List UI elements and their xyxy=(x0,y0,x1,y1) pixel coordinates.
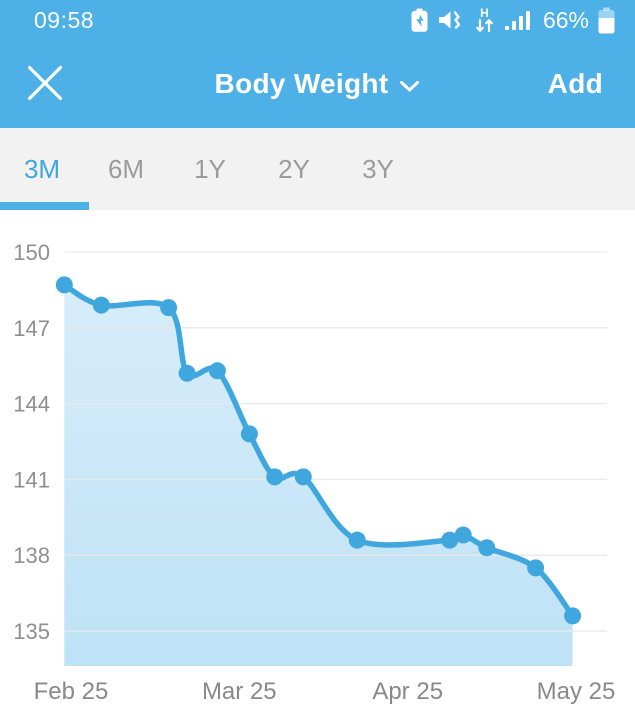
tab-6m-label: 6M xyxy=(107,153,145,184)
x-axis-tick-label: Apr 25 xyxy=(372,678,443,705)
tab-1y-label: 1Y xyxy=(194,153,226,184)
status-icons: H 66% xyxy=(411,7,615,34)
active-tab-underline xyxy=(0,202,89,210)
tab-3m-label: 3M xyxy=(23,153,61,184)
data-point[interactable] xyxy=(92,296,110,314)
page-title: Body Weight xyxy=(214,68,389,99)
tab-3m[interactable]: 3M xyxy=(0,128,84,210)
tab-2y[interactable]: 2Y xyxy=(252,128,336,210)
hspa-data-icon: H xyxy=(473,7,496,33)
series-area-fill xyxy=(64,284,573,666)
y-axis-tick-label: 147 xyxy=(13,316,50,341)
data-point[interactable] xyxy=(240,425,258,443)
close-icon xyxy=(26,64,64,105)
y-axis-tick-label: 150 xyxy=(13,240,50,265)
y-axis-tick-label: 144 xyxy=(13,392,50,417)
x-axis-tick-label: Mar 25 xyxy=(202,678,277,705)
y-axis-tick-label: 141 xyxy=(13,467,50,492)
tab-2y-label: 2Y xyxy=(278,153,310,184)
chart-area: 150 147 144 141 138 135 Feb 25 Mar 25 Apr 25 May … xyxy=(0,210,635,725)
body-weight-chart[interactable]: 150 147 144 141 138 135 Feb 25 Mar 25 Apr 25 May … xyxy=(0,210,635,720)
data-point[interactable] xyxy=(266,468,284,486)
battery-saver-icon xyxy=(411,8,428,32)
x-axis-tick-label: May 25 xyxy=(537,678,616,705)
clock-time: 09:58 xyxy=(34,6,95,33)
signal-strength-icon xyxy=(504,8,532,32)
tab-3y-label: 3Y xyxy=(362,153,394,184)
y-axis-tick-label: 135 xyxy=(13,619,50,644)
data-point[interactable] xyxy=(208,362,226,380)
metric-selector[interactable]: Body Weight xyxy=(209,67,427,101)
add-button[interactable]: Add xyxy=(542,67,609,101)
chevron-down-icon xyxy=(399,68,420,100)
data-point[interactable] xyxy=(564,607,582,625)
app-header: Body Weight Add xyxy=(0,40,635,128)
data-point[interactable] xyxy=(160,299,178,317)
battery-icon xyxy=(598,7,615,34)
status-bar: 09:58 H xyxy=(0,0,635,40)
data-point[interactable] xyxy=(478,539,496,557)
battery-percent: 66% xyxy=(542,6,589,33)
data-point[interactable] xyxy=(348,531,366,549)
tab-3y[interactable]: 3Y xyxy=(336,128,420,210)
tab-1y[interactable]: 1Y xyxy=(168,128,252,210)
data-point[interactable] xyxy=(294,468,312,486)
y-axis-tick-label: 138 xyxy=(13,543,50,568)
data-point[interactable] xyxy=(527,559,545,577)
svg-text:H: H xyxy=(480,7,489,20)
data-point[interactable] xyxy=(178,364,196,382)
data-point[interactable] xyxy=(454,526,472,544)
x-axis-tick-label: Feb 25 xyxy=(34,678,109,705)
time-range-tabs: 3M 6M 1Y 2Y 3Y xyxy=(0,128,635,210)
tab-6m[interactable]: 6M xyxy=(84,128,168,210)
close-button[interactable] xyxy=(26,64,64,105)
data-point[interactable] xyxy=(55,276,73,294)
data-point[interactable] xyxy=(441,531,459,549)
mute-vibrate-icon xyxy=(437,8,464,32)
